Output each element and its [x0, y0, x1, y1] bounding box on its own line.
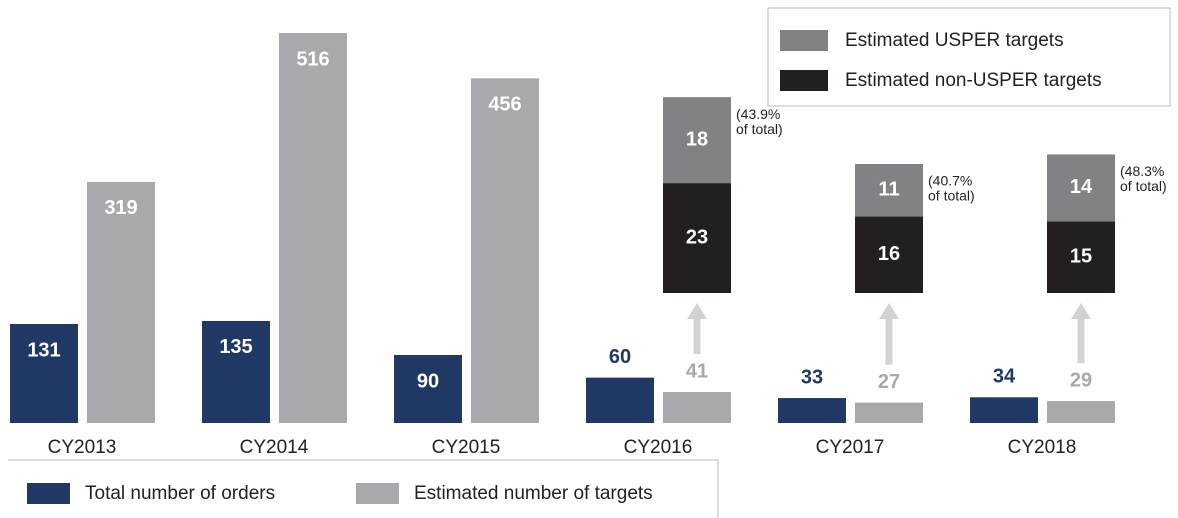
note: (43.9%	[736, 106, 780, 122]
note: (48.3%	[1120, 163, 1164, 179]
segment-label: 11	[878, 179, 899, 201]
legend-swatch	[356, 483, 399, 504]
value-label: 27	[878, 371, 900, 393]
value-label: 131	[27, 339, 60, 361]
bar	[855, 402, 923, 423]
note: of total)	[736, 121, 783, 137]
segment-label: 23	[686, 226, 708, 248]
legend-swatch	[27, 483, 70, 504]
bar	[970, 397, 1038, 423]
stack-segment	[1047, 154, 1115, 222]
segment-label: 14	[1070, 176, 1093, 198]
bar	[1047, 401, 1115, 423]
x-tick-label: CY2015	[432, 437, 501, 458]
value-label: 456	[488, 94, 521, 116]
value-label: 60	[609, 346, 631, 368]
stack-segment	[855, 216, 923, 293]
stack-segment	[663, 183, 731, 293]
value-label: 34	[993, 366, 1016, 388]
legend-swatch	[780, 30, 828, 51]
segment-label: 16	[878, 243, 900, 265]
arrow-head	[687, 303, 707, 319]
arrow-head	[1071, 303, 1091, 319]
bar	[202, 320, 270, 423]
note: (40.7%	[928, 173, 972, 189]
legend-frame	[8, 459, 719, 518]
stack-segment	[855, 164, 923, 217]
x-tick-label: CY2014	[240, 437, 309, 458]
bar	[471, 78, 539, 423]
value-label: 135	[219, 336, 252, 358]
value-label: 33	[801, 366, 823, 388]
value-label: 29	[1070, 369, 1092, 391]
x-tick-label: CY2018	[1008, 437, 1077, 458]
value-label: 41	[686, 360, 708, 382]
bar	[586, 377, 654, 423]
legend-swatch	[780, 70, 828, 91]
arrow-head	[879, 303, 899, 319]
x-tick-label: CY2013	[48, 437, 117, 458]
bar	[279, 33, 347, 423]
segment-label: 18	[686, 128, 708, 150]
note: of total)	[1120, 178, 1167, 194]
legend-label: Total number of orders	[85, 483, 275, 504]
bar	[778, 398, 846, 423]
value-label: 319	[104, 197, 137, 219]
value-label: 516	[296, 48, 329, 70]
legend-label: Estimated non-USPER targets	[845, 70, 1102, 91]
stack-segment	[1047, 221, 1115, 293]
x-tick-label: CY2016	[624, 437, 693, 458]
stack-segment	[663, 97, 731, 184]
note: of total)	[928, 188, 975, 204]
x-tick-label: CY2017	[816, 437, 885, 458]
value-label: 90	[417, 370, 439, 392]
legend-label: Estimated USPER targets	[845, 30, 1064, 51]
legend-label: Estimated number of targets	[414, 483, 653, 504]
segment-label: 15	[1070, 245, 1092, 267]
bar	[87, 181, 155, 423]
bar	[663, 392, 731, 423]
bar	[10, 323, 78, 423]
bar	[394, 354, 462, 423]
legend-frame	[767, 7, 1171, 107]
